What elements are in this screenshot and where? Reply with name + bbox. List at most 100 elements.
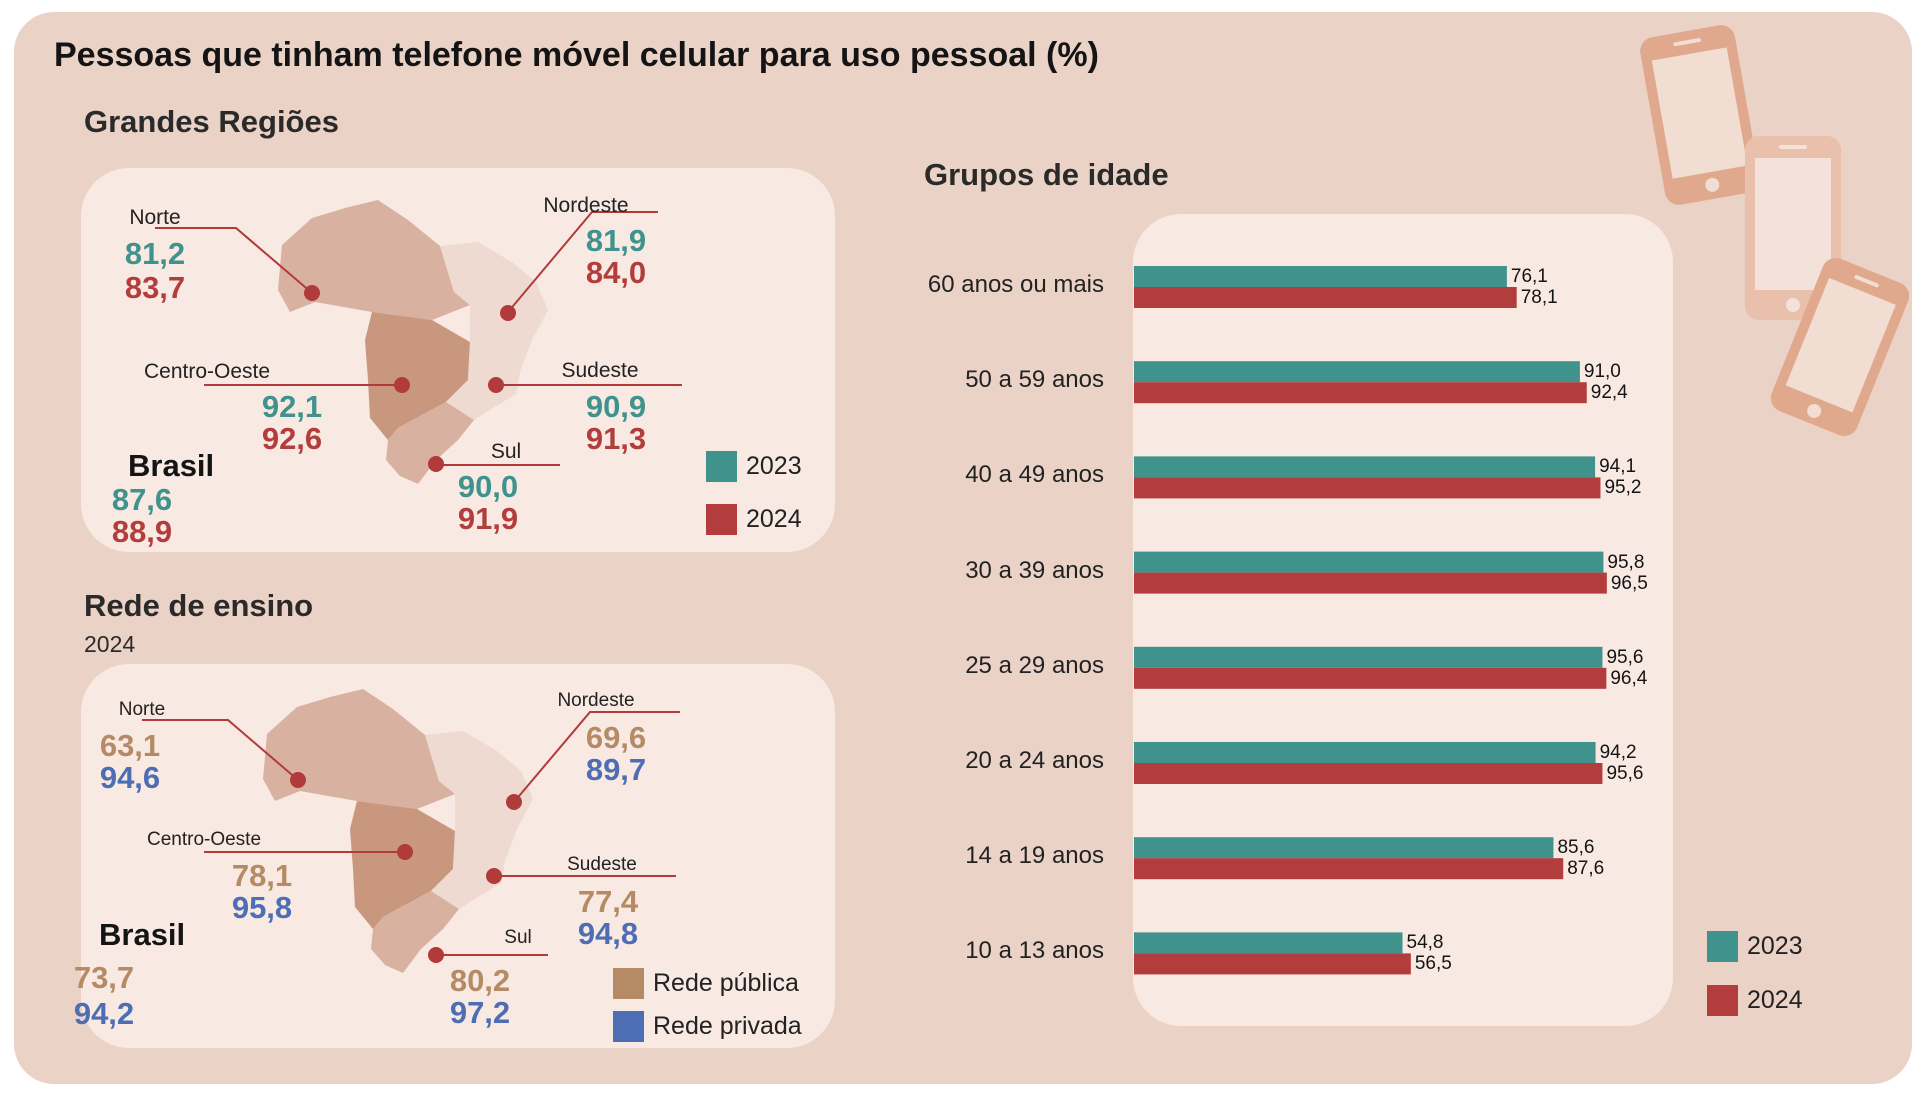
legend-swatch-2024 xyxy=(706,504,737,535)
dot-sul xyxy=(428,456,444,472)
phone-icon xyxy=(1770,257,1910,437)
bar-value-label: 87,6 xyxy=(1567,858,1605,880)
rede-norte-privada: 94,6 xyxy=(99,760,161,795)
legend-label-privada: Rede privada xyxy=(653,1012,802,1040)
bar-value-label: 54,8 xyxy=(1406,932,1444,954)
map-norte xyxy=(278,200,470,320)
map-nordeste xyxy=(425,731,533,861)
chart-legend-swatch-2024 xyxy=(1707,985,1738,1016)
age-label: 25 a 29 anos xyxy=(965,651,1104,679)
bar-value-label: 76,1 xyxy=(1510,266,1548,287)
rede-brasil-privada: 94,2 xyxy=(73,996,135,1031)
region-label-centro-oeste: Centro-Oeste xyxy=(143,360,271,383)
brasil-label: Brasil xyxy=(128,448,215,483)
bar-2023 xyxy=(1134,456,1596,478)
map-nordeste xyxy=(440,242,548,372)
legend-swatch-2023 xyxy=(706,451,737,482)
rede-heading: Rede de ensino xyxy=(84,588,314,623)
value-norte-2023: 81,2 xyxy=(124,236,186,271)
dot-norte xyxy=(304,285,320,301)
rede-brasil-label: Brasil xyxy=(99,917,186,952)
value-sudeste-2023: 90,9 xyxy=(585,389,647,424)
map-sul xyxy=(386,402,474,484)
bar-value-label: 78,1 xyxy=(1520,287,1558,308)
bar-value-label: 91,0 xyxy=(1583,361,1621,383)
bar-value-label: 95,6 xyxy=(1606,763,1644,784)
age-label: 20 a 24 anos xyxy=(965,747,1104,774)
value-brasil-2024: 88,9 xyxy=(111,514,173,549)
bar-2024 xyxy=(1134,667,1607,689)
rede-sudeste-privada: 94,8 xyxy=(577,916,639,951)
rede-sul-publica: 80,2 xyxy=(449,963,511,998)
bar-2023 xyxy=(1134,361,1580,383)
legend-swatch-publica xyxy=(613,968,644,999)
bar-value-label: 95,8 xyxy=(1607,551,1645,573)
bar-2023 xyxy=(1134,646,1603,668)
rede-norte-publica: 63,1 xyxy=(99,728,161,763)
bar-value-label: 94,1 xyxy=(1599,456,1637,478)
bar-value-label: 92,4 xyxy=(1590,382,1628,404)
bar-2023 xyxy=(1134,551,1604,573)
chart-panel xyxy=(1133,214,1673,1026)
chart-title: Grupos de idade xyxy=(924,157,1169,192)
age-label: 14 a 19 anos xyxy=(965,842,1104,870)
rede-nordeste-publica: 69,6 xyxy=(585,720,647,755)
value-norte-2024: 83,7 xyxy=(124,270,186,305)
dot-sudeste xyxy=(488,377,504,393)
legend-label-2023: 2023 xyxy=(746,452,802,480)
phone-icon xyxy=(1640,25,1760,205)
chart-legend-label-2024: 2024 xyxy=(1747,986,1803,1014)
value-nordeste-2024: 84,0 xyxy=(585,255,647,290)
region-label-sul: Sul xyxy=(490,440,522,463)
region-label-sudeste: Sudeste xyxy=(561,359,639,382)
bar-2024 xyxy=(1134,572,1607,594)
rede-sudeste-publica: 77,4 xyxy=(577,884,639,919)
value-sudeste-2024: 91,3 xyxy=(585,421,647,456)
legend-swatch-privada xyxy=(613,1011,644,1042)
value-centro-oeste-2023: 92,1 xyxy=(261,389,323,424)
value-nordeste-2023: 81,9 xyxy=(585,223,647,258)
region-label-norte: Norte xyxy=(129,206,181,229)
rede-brasil-publica: 73,7 xyxy=(73,960,135,995)
map-norte xyxy=(263,689,455,809)
map-centro-oeste xyxy=(365,312,470,440)
phone-icon xyxy=(1745,136,1841,320)
dot-centro-oeste xyxy=(394,377,410,393)
rede-centro-oeste-privada: 95,8 xyxy=(231,890,293,925)
bar-2024 xyxy=(1134,477,1601,499)
dot-sudeste xyxy=(486,868,502,884)
rede-label-centro-oeste: Centro-Oeste xyxy=(146,829,262,850)
chart-legend-label-2023: 2023 xyxy=(1747,932,1803,960)
legend-label-2024: 2024 xyxy=(746,505,802,533)
age-label: 40 a 49 anos xyxy=(965,461,1104,489)
chart-legend-swatch-2023 xyxy=(1707,931,1738,962)
bar-value-label: 96,4 xyxy=(1610,667,1648,689)
map-sudeste xyxy=(431,831,505,909)
rede-label-sul: Sul xyxy=(504,927,532,948)
age-label: 60 anos ou mais xyxy=(927,271,1104,298)
brazil-map xyxy=(263,689,533,973)
bar-2024 xyxy=(1134,382,1587,404)
rede-label-nordeste: Nordeste xyxy=(557,690,635,711)
rede-nordeste-privada: 89,7 xyxy=(585,752,647,787)
bar-2023 xyxy=(1134,837,1554,859)
bar-2023 xyxy=(1134,266,1507,287)
bar-2024 xyxy=(1134,763,1603,784)
dot-sul xyxy=(428,947,444,963)
map-centro-oeste xyxy=(350,801,455,929)
dot-nordeste xyxy=(500,305,516,321)
bar-value-label: 94,2 xyxy=(1599,742,1637,763)
age-label: 10 a 13 anos xyxy=(965,937,1104,965)
dot-nordeste xyxy=(506,794,522,810)
bar-2024 xyxy=(1134,858,1564,880)
rede-centro-oeste-publica: 78,1 xyxy=(231,858,293,893)
map-sudeste xyxy=(446,342,520,420)
region-label-nordeste: Nordeste xyxy=(543,194,629,217)
rede-label-norte: Norte xyxy=(118,699,166,720)
value-sul-2024: 91,9 xyxy=(457,501,519,536)
bar-2023 xyxy=(1134,932,1403,954)
